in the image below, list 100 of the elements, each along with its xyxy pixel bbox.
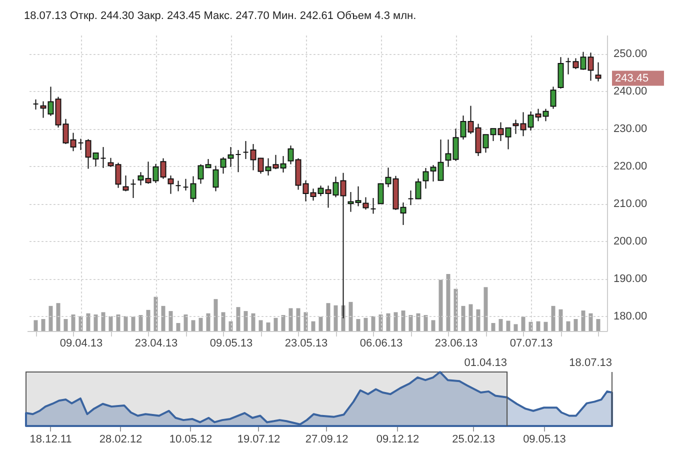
- x-tick-label: 19.07.12: [237, 434, 280, 446]
- candlestick: [242, 140, 249, 160]
- bar: [191, 320, 196, 331]
- candlestick: [122, 175, 129, 192]
- bar: [544, 322, 548, 331]
- candlestick: [32, 98, 39, 110]
- bar: [124, 316, 128, 331]
- bar: [461, 306, 466, 331]
- y-tick-label: 180.00: [614, 310, 648, 323]
- bar: [506, 320, 510, 331]
- bar: [521, 316, 526, 331]
- bar: [296, 308, 300, 331]
- bar: [131, 316, 136, 331]
- candlestick: [565, 57, 572, 75]
- bar: [581, 310, 586, 331]
- bar: [476, 309, 480, 331]
- bar: [334, 305, 338, 331]
- bar: [311, 321, 316, 331]
- bar: [318, 316, 323, 331]
- bar: [214, 299, 218, 331]
- bar: [288, 308, 293, 331]
- bar: [266, 322, 270, 331]
- bar: [138, 315, 143, 331]
- candlestick: [182, 178, 189, 191]
- bar: [356, 319, 360, 331]
- bar: [71, 314, 76, 331]
- y-tick-label: 210.00: [614, 198, 648, 210]
- bar: [41, 319, 46, 331]
- candlestick: [78, 138, 84, 151]
- x-tick-label: 09.05.13: [210, 338, 253, 350]
- bar: [566, 321, 570, 331]
- y-tick-label: 250.00: [614, 48, 648, 60]
- x-tick-label: 18.12.11: [30, 434, 72, 446]
- bar: [116, 314, 120, 331]
- bar: [244, 311, 248, 331]
- candlestick: [558, 56, 564, 90]
- bar: [574, 319, 578, 331]
- candlestick: [175, 180, 182, 192]
- bar: [161, 306, 166, 331]
- candlestick: [370, 197, 376, 214]
- bar: [424, 315, 428, 331]
- bar: [101, 312, 106, 331]
- bar: [438, 280, 443, 331]
- bar: [94, 314, 98, 331]
- bar: [146, 310, 150, 331]
- bar: [184, 314, 188, 331]
- candlestick: [130, 178, 136, 198]
- bar: [108, 316, 113, 331]
- bar: [514, 324, 518, 331]
- bar: [536, 321, 540, 331]
- bar: [498, 319, 503, 331]
- bar: [386, 313, 390, 331]
- bar: [401, 310, 406, 331]
- x-tick-label: 23.06.13: [434, 338, 478, 350]
- candlestick: [415, 178, 422, 200]
- bar: [48, 306, 53, 331]
- candlestick: [595, 62, 602, 82]
- candlestick: [168, 175, 174, 194]
- text: 243.45: [615, 72, 649, 84]
- y-tick-label: 240.00: [614, 86, 648, 98]
- bar: [221, 312, 226, 331]
- y-tick-label: 190.00: [614, 273, 648, 286]
- bar: [176, 323, 180, 331]
- bar: [274, 318, 278, 331]
- x-tick-label: 23.05.13: [284, 338, 328, 350]
- x-tick-label: 10.05.12: [169, 434, 212, 446]
- bar: [34, 320, 38, 331]
- bar: [198, 318, 203, 331]
- chart-title: 18.07.13 Откр. 244.30 Закр. 243.45 Макс. 247.70 Мин. 242.61 Объем 4.3 млн.: [24, 10, 416, 22]
- bar: [596, 319, 600, 331]
- bar: [446, 274, 450, 331]
- x-tick-label: 09.05.13: [523, 434, 566, 446]
- x-tick-label: 07.07.13: [510, 338, 553, 350]
- ref-line-label: 01.04.13: [464, 357, 508, 369]
- x-tick-label: 09.04.13: [60, 338, 103, 350]
- bar: [206, 313, 210, 331]
- candlestick: [212, 165, 219, 192]
- candlestick: [408, 190, 414, 206]
- candlestick: [190, 176, 196, 203]
- bar: [416, 313, 420, 331]
- bar: [551, 306, 556, 331]
- bar: [394, 312, 398, 331]
- bar: [491, 323, 496, 331]
- candlestick: [422, 168, 429, 190]
- bar: [236, 307, 240, 331]
- bar: [258, 320, 263, 331]
- bar: [281, 315, 286, 331]
- x-tick-label: 09.12.12: [376, 434, 420, 446]
- x-tick-label: 28.02.12: [99, 434, 142, 446]
- bar: [364, 318, 368, 331]
- x-tick-label: 27.09.12: [305, 434, 348, 446]
- x-tick-label: 25.02.13: [452, 434, 495, 446]
- bar: [588, 313, 593, 331]
- bar: [408, 315, 413, 331]
- bar: [431, 320, 436, 331]
- bar: [348, 302, 353, 331]
- bar: [56, 303, 60, 331]
- bar: [64, 319, 68, 331]
- bar: [251, 313, 256, 331]
- bar: [371, 316, 376, 331]
